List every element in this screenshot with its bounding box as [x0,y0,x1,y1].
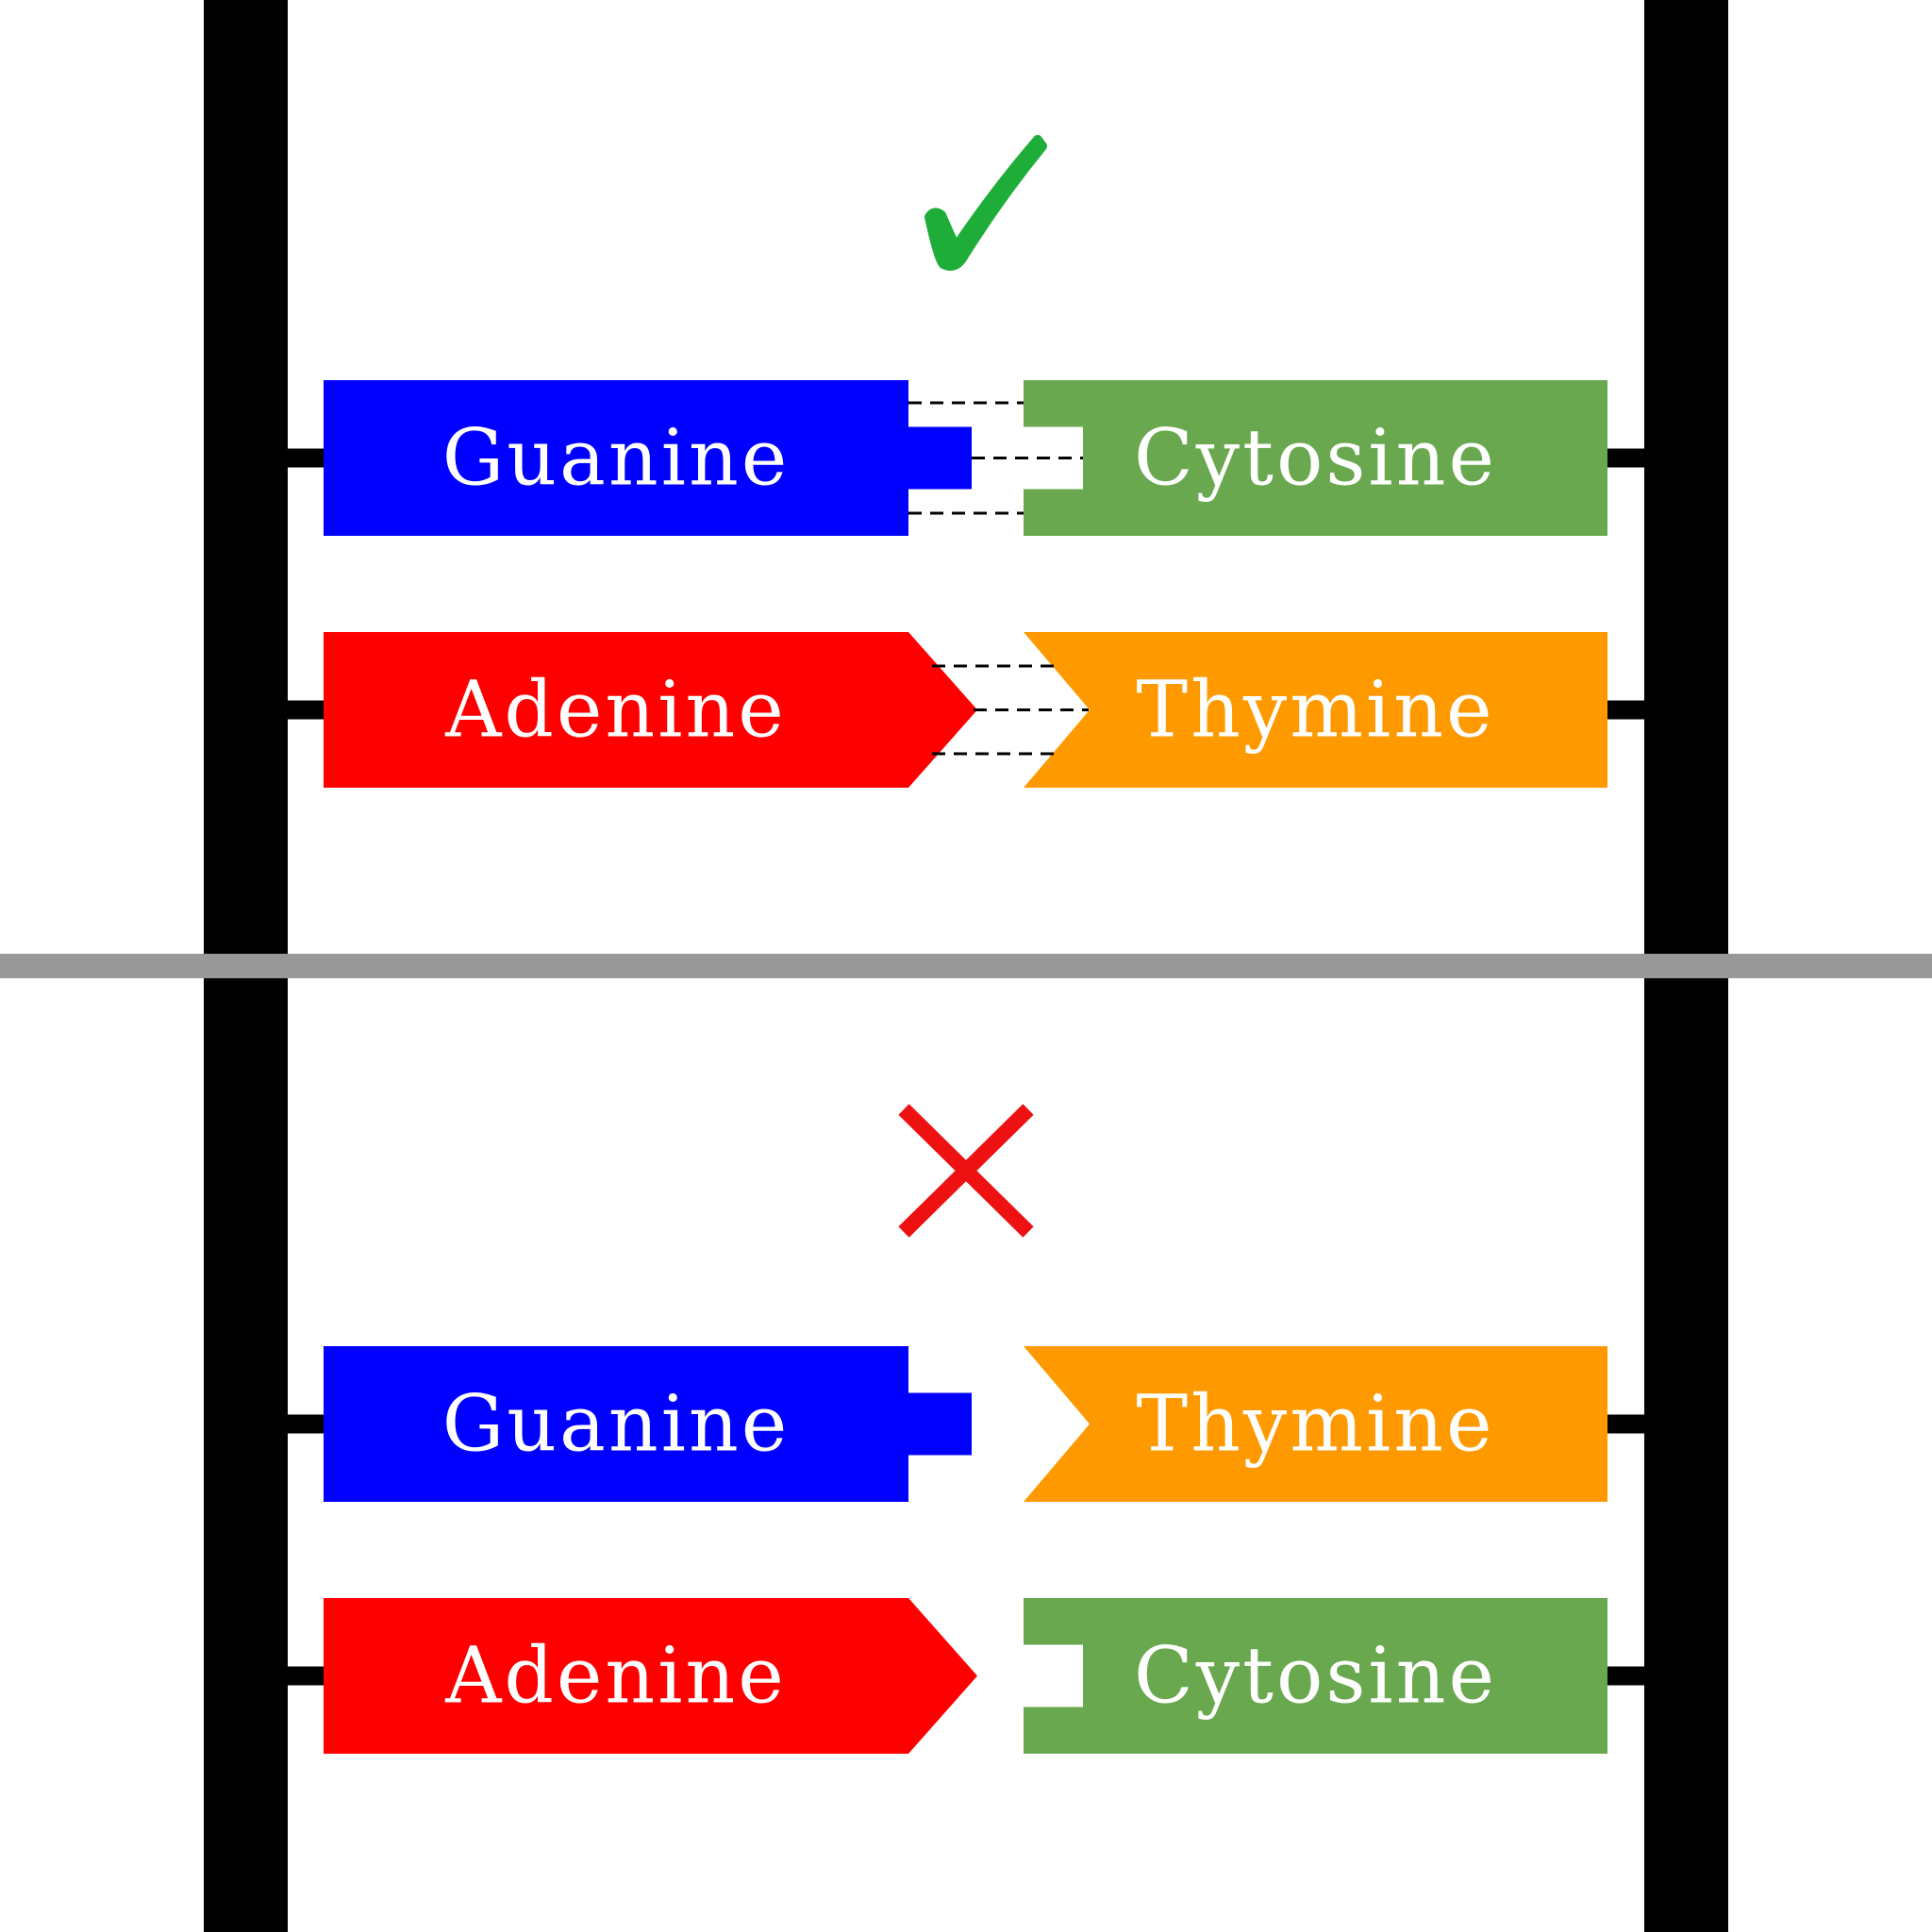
cytosine-block [1024,1598,1607,1754]
top-panel-pair-1: Guanine Cytosine [288,380,1644,536]
adenine-block [324,632,977,788]
top-panel-pair-2: Adenine Thymine [288,632,1644,788]
left-base-label: Adenine [444,666,787,756]
left-backbone-top [204,0,288,955]
hydrogen-bonds [908,401,1083,515]
left-base-label: Guanine [442,414,791,504]
bottom-panel-pair-2: Adenine Cytosine [288,1598,1644,1754]
thymine-block [1024,1346,1607,1502]
thymine-block [1024,632,1607,788]
guanine-block [324,380,972,536]
right-backbone-top [1644,0,1728,955]
right-backbone-connector [1607,700,1644,720]
hydrogen-bonds [932,664,1089,756]
left-backbone-bottom [204,977,288,1932]
right-base-label: Thymine [1136,1380,1494,1470]
cross-mark-icon [898,1104,1034,1238]
right-backbone-connector [1607,1414,1644,1434]
right-backbone-bottom [1644,977,1728,1932]
left-backbone-connector [288,448,325,468]
left-backbone-connector [288,1414,325,1434]
pair-rows: Guanine Cytosine Adenine Thymine Guanine Thym… [288,380,1644,1754]
right-base-label: Cytosine [1134,414,1497,504]
check-mark-icon [924,135,1047,271]
right-base-label: Thymine [1136,666,1494,756]
right-backbone-connector [1607,448,1644,468]
cytosine-block [1024,380,1607,536]
adenine-block [324,1598,977,1754]
left-backbone-connector [288,1666,325,1686]
right-base-label: Cytosine [1134,1632,1497,1722]
guanine-block [324,1346,972,1502]
left-base-label: Adenine [444,1632,787,1722]
backbones [204,0,1728,1932]
right-backbone-connector [1607,1666,1644,1686]
left-base-label: Guanine [442,1380,791,1470]
bottom-panel-pair-1: Guanine Thymine [288,1346,1644,1502]
left-backbone-connector [288,700,325,720]
panel-divider [0,954,1932,978]
